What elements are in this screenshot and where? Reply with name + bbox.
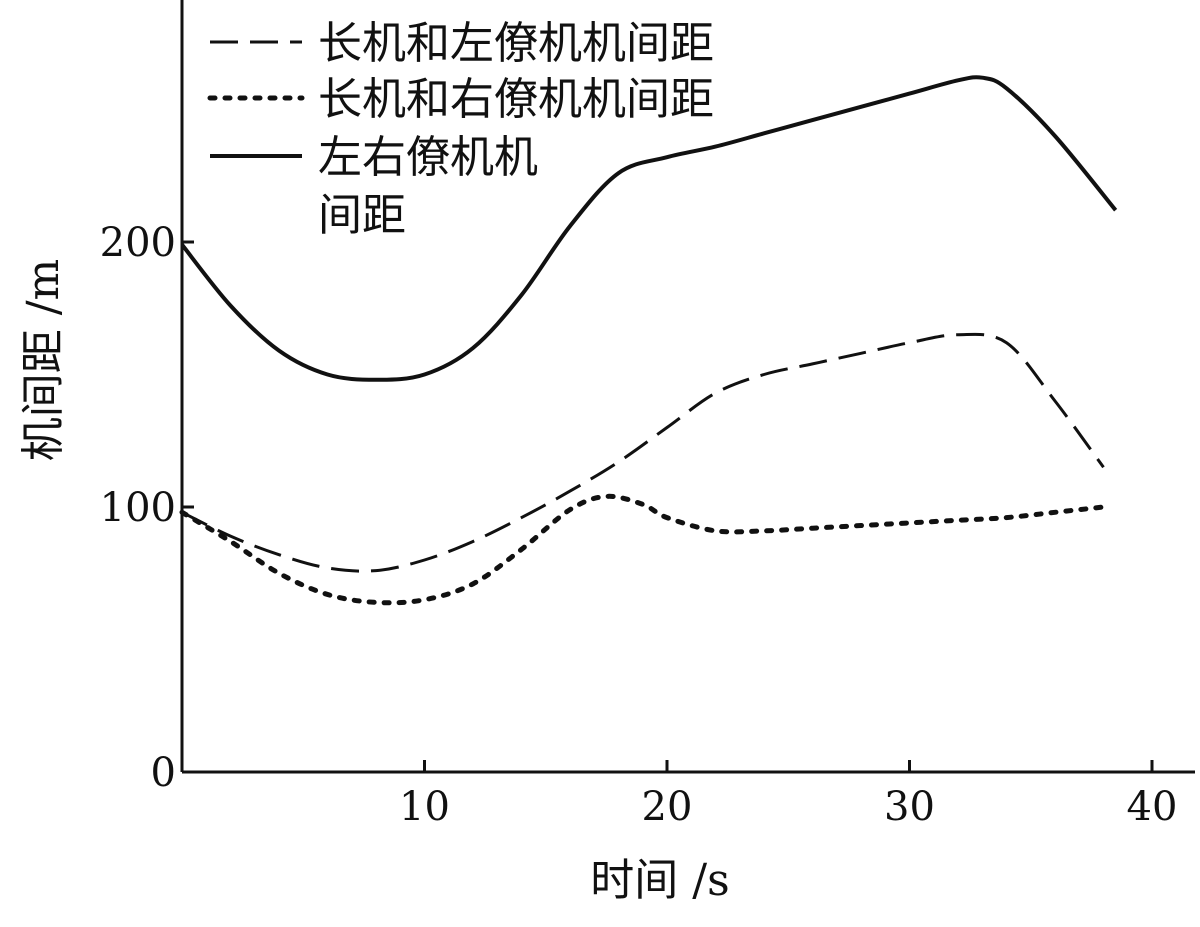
y-tick-label: 200	[100, 220, 176, 266]
series-line-wingmen-distance	[180, 75, 1118, 382]
legend-label-wingmen-distance: 左右僚机机	[318, 132, 538, 183]
y-tick-label: 100	[100, 485, 176, 531]
y-tick-label: 0	[151, 750, 176, 796]
series-line-right-wingman-distance	[179, 493, 1106, 606]
series-line-left-wingman-distance	[181, 332, 1105, 573]
axes	[180, 0, 1195, 774]
x-axis-title: 时间 /s	[590, 855, 729, 906]
x-tick-label: 40	[1127, 784, 1178, 830]
legend-label-wingmen-distance: 间距	[318, 190, 406, 241]
x-tick-label: 10	[399, 784, 450, 830]
legend-label-left-wingman-distance: 长机和左僚机机间距	[318, 18, 714, 69]
x-tick-label: 30	[884, 784, 935, 830]
legend-label-right-wingman-distance: 长机和右僚机机间距	[318, 74, 714, 125]
tick-group: 10 20 30 40 0 100 200	[100, 220, 1178, 830]
y-axis-title: 机间距 /m	[18, 259, 69, 462]
x-tick-label: 20	[642, 784, 693, 830]
series-group	[179, 75, 1118, 606]
